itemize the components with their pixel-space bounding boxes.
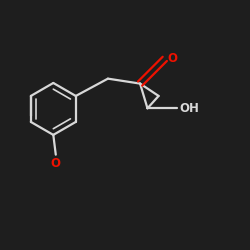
Text: OH: OH	[180, 102, 200, 115]
Text: O: O	[167, 52, 177, 65]
Text: O: O	[51, 157, 61, 170]
